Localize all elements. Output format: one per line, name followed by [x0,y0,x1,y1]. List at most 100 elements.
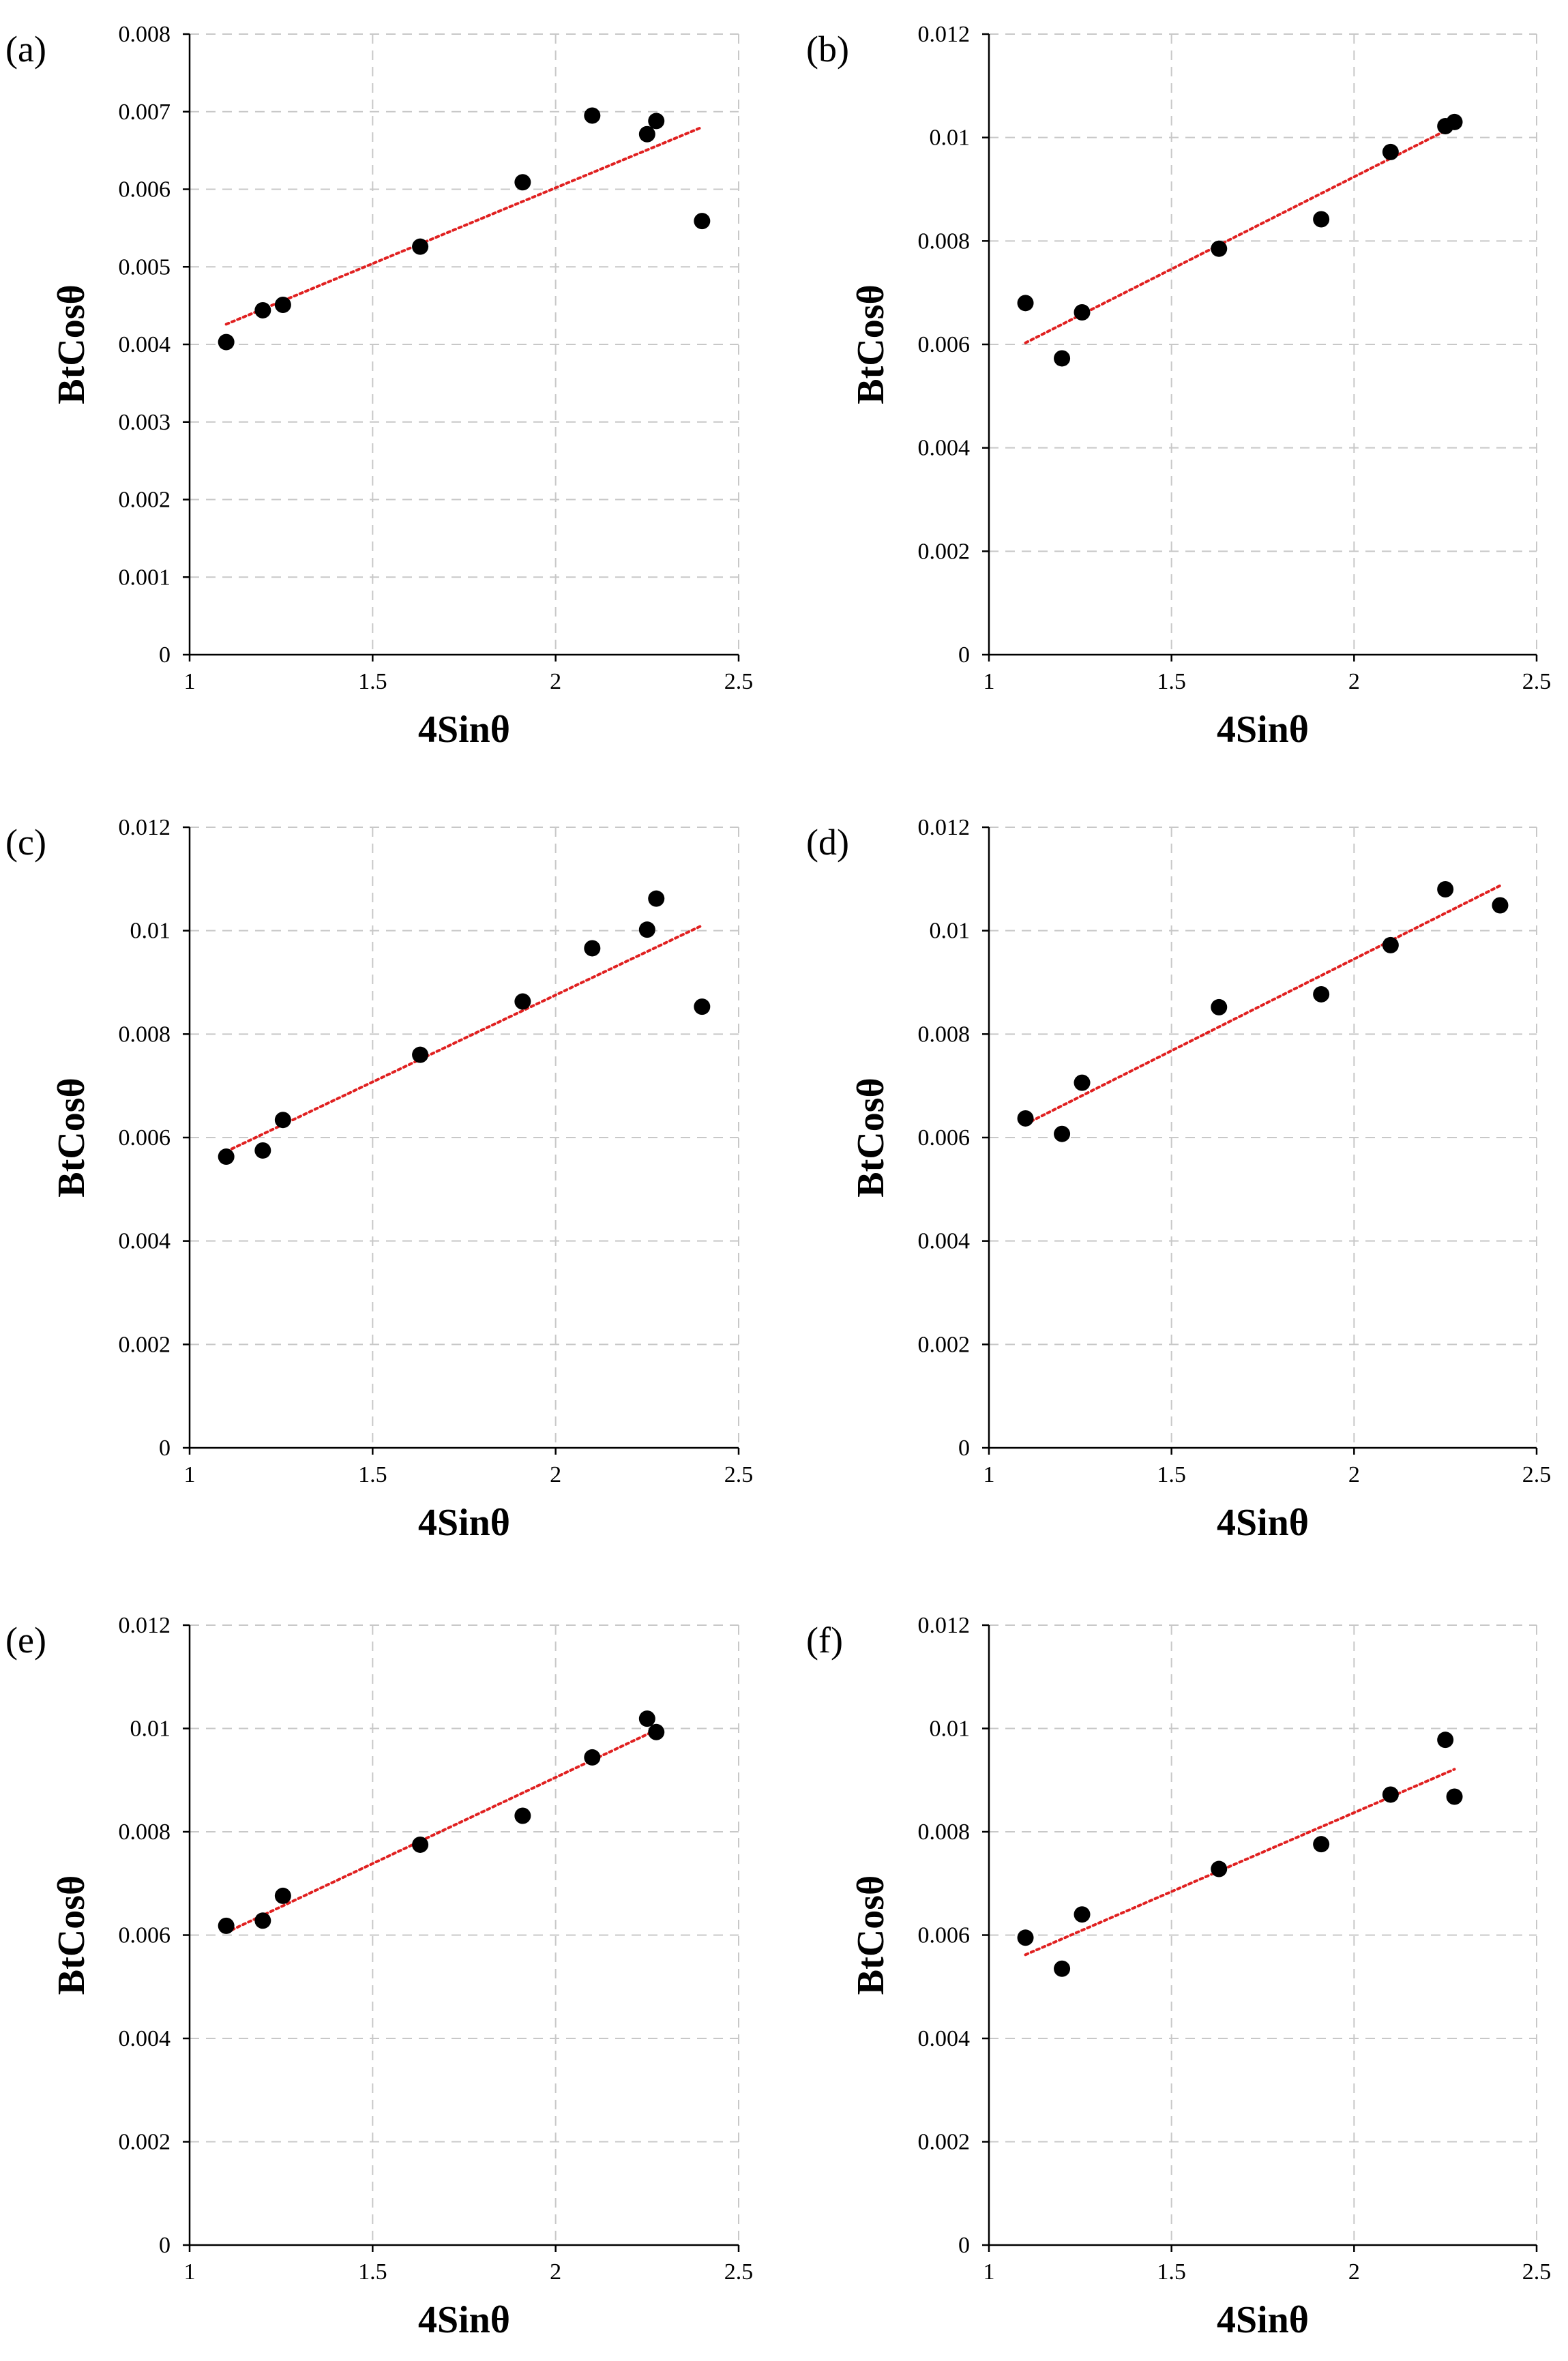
data-point [1446,1788,1463,1805]
y-tick-label: 0 [958,1436,970,1461]
panel-label: (a) [5,29,46,70]
trendline [224,924,704,1153]
x-axis-title: 4Sinθ [1217,1502,1309,1544]
data-point [1074,1906,1091,1923]
data-point [1054,1125,1071,1142]
data-point [1074,1074,1091,1091]
data-point [1382,143,1399,160]
y-tick-label: 0.01 [130,919,171,944]
data-point [1017,295,1034,312]
y-tick-label: 0 [159,1436,171,1461]
x-tick-label: 2.5 [1522,1462,1552,1487]
y-axis-title: BtCosθ [50,1875,93,1995]
x-tick-label: 1 [184,2259,196,2285]
x-axis-title: 4Sinθ [1217,2299,1309,2341]
data-point [1074,303,1091,321]
x-tick-label: 1 [983,669,995,694]
panel-label: (f) [806,1620,843,1661]
data-point [648,890,665,907]
data-point [1313,985,1330,1003]
x-tick-label: 1.5 [358,1462,387,1487]
chart-4: (e) 0 0.002 0.004 0.006 0.008 0.01 0.012 1 1.5 2 2.… [5,1613,753,2341]
x-tick-label: 2 [1348,1462,1360,1487]
y-tick-label: 0.004 [119,1229,171,1254]
y-tick-label: 0.003 [119,410,171,435]
y-tick-label: 0.008 [119,22,171,47]
data-point [694,998,711,1015]
data-point [638,1710,655,1727]
x-tick-label: 1 [983,2259,995,2285]
x-axis-title: 4Sinθ [418,2299,510,2341]
y-tick-label: 0.004 [918,1229,971,1254]
x-tick-label: 1 [983,1462,995,1487]
y-tick-label: 0.002 [918,539,971,564]
data-point [254,1142,271,1159]
y-tick-label: 0.008 [918,1022,971,1047]
data-point [514,1807,531,1824]
data-point [1492,897,1509,914]
chart-0: (a) 0 0.001 0.002 0.003 0.004 0.005 0.006 0.007 0… [5,22,753,751]
data-point [274,1887,291,1904]
y-tick-label: 0.001 [119,565,171,590]
data-point [514,174,531,191]
x-tick-label: 2 [550,1462,561,1487]
y-axis-title: BtCosθ [850,1875,892,1995]
data-point [1017,1929,1034,1946]
y-tick-label: 0.012 [918,815,971,840]
data-point [514,993,531,1010]
data-point [412,1046,429,1063]
data-point [1211,1860,1228,1877]
y-tick-label: 0.006 [918,1923,971,1948]
y-tick-label: 0.004 [918,436,971,461]
y-tick-label: 0.006 [119,177,171,203]
x-tick-label: 1.5 [358,2259,387,2285]
x-axis-title: 4Sinθ [418,709,510,751]
x-tick-label: 2.5 [1522,669,1552,694]
x-tick-label: 2.5 [724,1462,754,1487]
data-point [584,1749,601,1766]
data-point [584,940,601,957]
data-point [1446,113,1463,130]
data-point [1211,998,1228,1015]
data-point [1382,936,1399,953]
y-tick-label: 0.01 [130,1717,171,1742]
x-tick-label: 1 [184,669,196,694]
data-point [584,107,601,124]
data-point [412,1836,429,1853]
panel-label: (b) [806,29,849,70]
y-tick-label: 0.01 [930,919,971,944]
y-tick-label: 0.006 [918,332,971,357]
y-tick-label: 0.002 [918,1332,971,1357]
y-tick-label: 0 [159,2233,171,2258]
data-point [412,238,429,255]
x-tick-label: 2 [550,2259,561,2285]
x-tick-label: 1.5 [1157,669,1186,694]
x-axis-title: 4Sinθ [418,1502,510,1544]
y-axis-title: BtCosθ [50,1078,93,1197]
data-point [1382,1786,1399,1803]
y-tick-label: 0.008 [119,1022,171,1047]
data-point [1313,1836,1330,1853]
x-tick-label: 1.5 [1157,2259,1186,2285]
data-point [218,1917,235,1934]
data-point [1437,1732,1454,1749]
panel-label: (c) [5,822,46,863]
y-tick-label: 0.004 [119,2026,171,2051]
trendline [1024,1768,1456,1957]
data-point [1017,1110,1034,1127]
data-point [1211,240,1228,257]
y-tick-label: 0 [958,642,970,668]
x-tick-label: 2 [550,669,561,694]
x-tick-label: 2.5 [724,2259,754,2285]
y-tick-label: 0.007 [119,100,171,125]
y-tick-label: 0.006 [119,1923,171,1948]
x-axis-title: 4Sinθ [1217,709,1309,751]
trendline [224,125,704,326]
data-point [638,125,655,143]
y-tick-label: 0.002 [918,2130,971,2155]
y-tick-label: 0.012 [918,22,971,47]
x-tick-label: 2 [1348,2259,1360,2285]
y-tick-label: 0.002 [119,2130,171,2155]
y-tick-label: 0.01 [930,1717,971,1742]
x-tick-label: 2.5 [1522,2259,1552,2285]
